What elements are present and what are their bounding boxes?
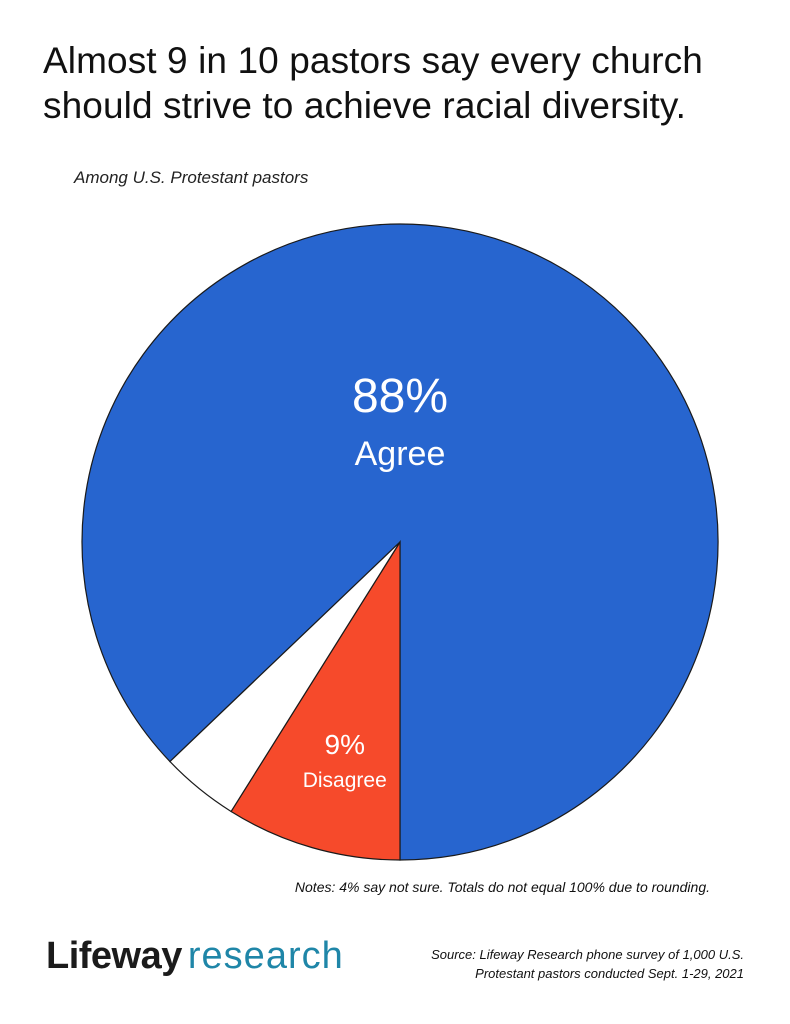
slice-value-disagree: 9% bbox=[325, 729, 365, 760]
source-line-2: Protestant pastors conducted Sept. 1-29,… bbox=[475, 966, 744, 981]
slice-value-agree: 88% bbox=[352, 370, 448, 423]
source-citation: Source: Lifeway Research phone survey of… bbox=[431, 945, 744, 983]
pie-chart: 88% Agree 9% Disagree bbox=[81, 223, 719, 861]
pie-slice-disagree bbox=[230, 539, 401, 861]
lifeway-research-logo: Lifeway research bbox=[46, 934, 344, 978]
chart-title-line-1: Almost 9 in 10 pastors say every church bbox=[43, 40, 703, 81]
logo-sub-text: research bbox=[187, 935, 344, 977]
logo-brand-text: Lifeway bbox=[46, 935, 182, 977]
slice-label-agree: Agree bbox=[355, 435, 446, 473]
chart-notes: Notes: 4% say not sure. Totals do not eq… bbox=[294, 879, 710, 895]
source-line-1: Source: Lifeway Research phone survey of… bbox=[431, 947, 744, 962]
chart-title-line-2: should strive to achieve racial diversit… bbox=[43, 85, 687, 126]
chart-subtitle: Among U.S. Protestant pastors bbox=[74, 168, 309, 187]
chart-title: Almost 9 in 10 pastors say every church … bbox=[43, 38, 763, 128]
slice-label-disagree: Disagree bbox=[303, 769, 387, 792]
pie-slice-not_sure bbox=[169, 541, 401, 813]
